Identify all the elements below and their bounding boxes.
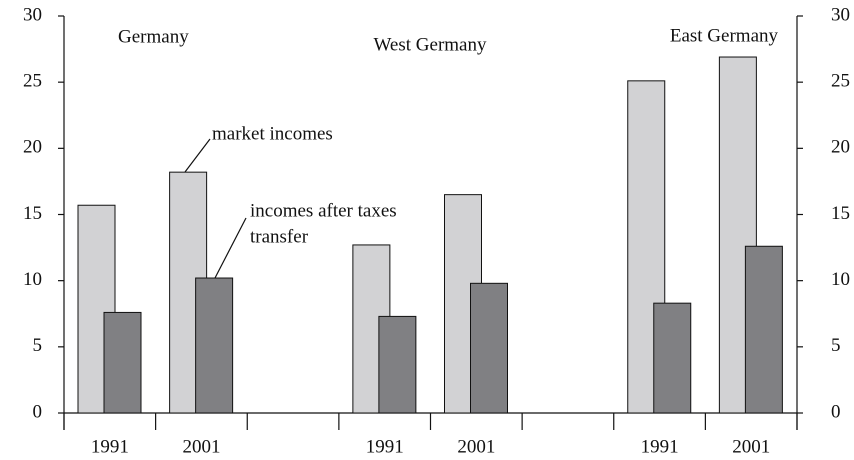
leader-line: [184, 138, 211, 173]
x-tick-label: 1991: [641, 436, 679, 457]
y-tick-label: 10: [23, 269, 42, 290]
y2-tick-label: 15: [831, 203, 850, 224]
bar: [378, 315, 417, 414]
annotation: market incomes: [212, 123, 333, 144]
bar: [195, 277, 234, 414]
leader-line: [214, 217, 247, 279]
bar: [744, 245, 783, 414]
y2-tick-label: 5: [831, 335, 841, 356]
y2-tick-label: 25: [831, 71, 850, 92]
y2-tick-label: 0: [831, 401, 841, 422]
y-tick-label: 20: [23, 137, 42, 158]
annotation: incomes after taxes: [250, 200, 397, 221]
group-label: West Germany: [374, 34, 487, 55]
bar: [470, 282, 508, 414]
y2-tick-label: 20: [831, 137, 850, 158]
bar: [103, 311, 142, 414]
x-tick-label: 2001: [732, 436, 770, 457]
x-tick-label: 1991: [91, 436, 129, 457]
group-label: Germany: [118, 26, 189, 47]
y-tick-label: 30: [23, 4, 42, 25]
y-tick-label: 0: [33, 401, 43, 422]
y-tick-label: 25: [23, 71, 42, 92]
x-tick-label: 2001: [182, 436, 220, 457]
bar: [653, 302, 692, 414]
group-label: East Germany: [670, 25, 779, 46]
annotation: transfer: [250, 226, 309, 247]
y-tick-label: 5: [33, 335, 43, 356]
y2-tick-label: 10: [831, 269, 850, 290]
y2-tick-label: 30: [831, 4, 850, 25]
y-tick-label: 15: [23, 203, 42, 224]
x-tick-label: 2001: [457, 436, 495, 457]
x-tick-label: 1991: [366, 436, 404, 457]
